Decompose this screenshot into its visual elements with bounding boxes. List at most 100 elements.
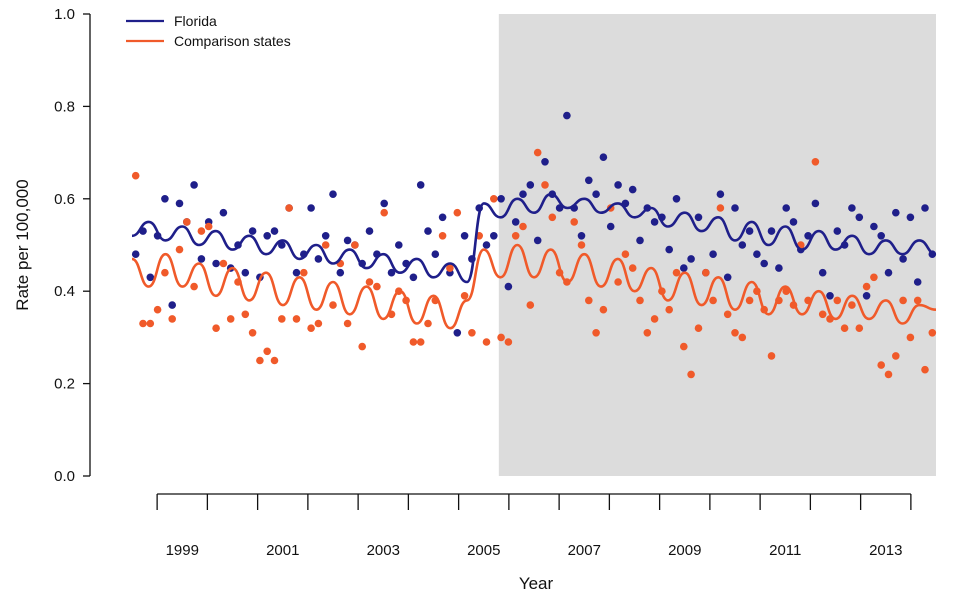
florida-point [563, 111, 571, 120]
comparison-states-point [453, 208, 462, 217]
florida-point [482, 241, 491, 249]
comparison-states-point [248, 329, 257, 337]
florida-point [709, 250, 717, 258]
comparison-states-point [665, 305, 673, 314]
florida-point [906, 213, 915, 222]
florida-point [395, 241, 403, 249]
florida-point [848, 204, 856, 212]
comparison-states-point [570, 218, 578, 226]
florida-point [585, 176, 593, 185]
comparison-states-point [153, 305, 162, 314]
comparison-states-point [848, 301, 856, 309]
florida-point [329, 190, 337, 198]
florida-point [782, 204, 790, 212]
comparison-states-point [409, 338, 418, 346]
florida-point [884, 268, 893, 277]
comparison-states-point [928, 329, 937, 337]
comparison-states-point [380, 208, 389, 217]
comparison-states-point [833, 296, 842, 305]
y-tick-label: 1.0 [54, 6, 75, 23]
florida-point [175, 199, 184, 208]
comparison-states-point [446, 264, 454, 272]
florida-point [753, 250, 761, 258]
comparison-states-point [899, 296, 907, 305]
florida-point [263, 232, 272, 240]
comparison-states-point [241, 310, 250, 319]
comparison-states-point [519, 222, 527, 231]
florida-point [913, 278, 922, 286]
comparison-states-point [468, 329, 476, 337]
florida-point [775, 264, 783, 272]
x-tick-label: 2007 [568, 542, 601, 559]
comparison-states-point [190, 282, 198, 291]
comparison-states-point [263, 347, 272, 356]
comparison-states-point [146, 319, 155, 328]
comparison-states-point [373, 282, 381, 291]
florida-point [665, 245, 673, 254]
florida-point [161, 195, 169, 203]
comparison-states-point [628, 264, 637, 272]
florida-point [921, 204, 929, 212]
comparison-states-point [723, 310, 732, 319]
comparison-states-point [811, 158, 820, 166]
comparison-states-point [497, 333, 505, 342]
florida-point [804, 232, 812, 240]
comparison-states-point [212, 324, 220, 333]
y-tick-label: 0.6 [54, 191, 75, 208]
florida-point [321, 232, 330, 240]
florida-point [614, 181, 622, 189]
florida-point [672, 195, 681, 203]
comparison-states-point [906, 333, 915, 342]
florida-point [504, 282, 513, 291]
comparison-states-point [921, 365, 929, 374]
florida-point [460, 232, 469, 240]
florida-point [168, 301, 176, 309]
florida-point [146, 273, 155, 282]
florida-point [855, 213, 864, 222]
x-tick-label: 2003 [367, 542, 400, 559]
florida-point [723, 273, 732, 282]
comparison-states-point [592, 329, 600, 337]
comparison-states-point [490, 195, 498, 203]
florida-point [278, 241, 286, 249]
axes-layer: 0.0 0.2 0.4 0.6 0.8 1.0 1999 2001 2003 2005 2007 20… [54, 6, 912, 559]
florida-point [599, 153, 608, 161]
florida-point [380, 199, 389, 208]
comparison-states-point [365, 278, 374, 286]
comparison-states-point [438, 232, 447, 240]
florida-point [519, 190, 527, 198]
comparison-states-point [416, 338, 425, 346]
comparison-states-point [680, 342, 688, 351]
florida-point [738, 241, 747, 249]
fit-lines-layer [131, 192, 937, 330]
x-tick-label: 2011 [769, 542, 801, 559]
comparison-states-point [599, 305, 608, 314]
comparison-states-point [687, 370, 695, 379]
comparison-states-point [731, 329, 739, 337]
comparison-states-point [892, 352, 900, 360]
florida-point [131, 250, 140, 258]
comparison-states-point [219, 259, 228, 268]
comparison-states-point [702, 268, 710, 277]
florida-fit-line [131, 192, 937, 284]
florida-point [789, 218, 798, 226]
florida-point [811, 199, 820, 208]
comparison-states-point [855, 324, 864, 333]
comparison-states-point [913, 296, 922, 305]
florida-point [833, 227, 842, 235]
legend: Florida Comparison states [126, 13, 291, 49]
comparison-states-point [161, 268, 169, 277]
florida-point [687, 255, 695, 263]
florida-point [533, 236, 542, 245]
comparison-states-point [358, 342, 367, 351]
x-axis-title: Year [519, 574, 554, 593]
comparison-states-point [351, 241, 359, 249]
comparison-states-point [650, 315, 659, 323]
florida-point [307, 204, 315, 212]
shaded-region-layer [498, 14, 936, 476]
comparison-states-point [168, 315, 176, 323]
comparison-states-point [460, 292, 469, 300]
x-tick-label: 1999 [166, 542, 199, 559]
comparison-states-point [716, 204, 725, 212]
comparison-states-point [226, 315, 235, 323]
